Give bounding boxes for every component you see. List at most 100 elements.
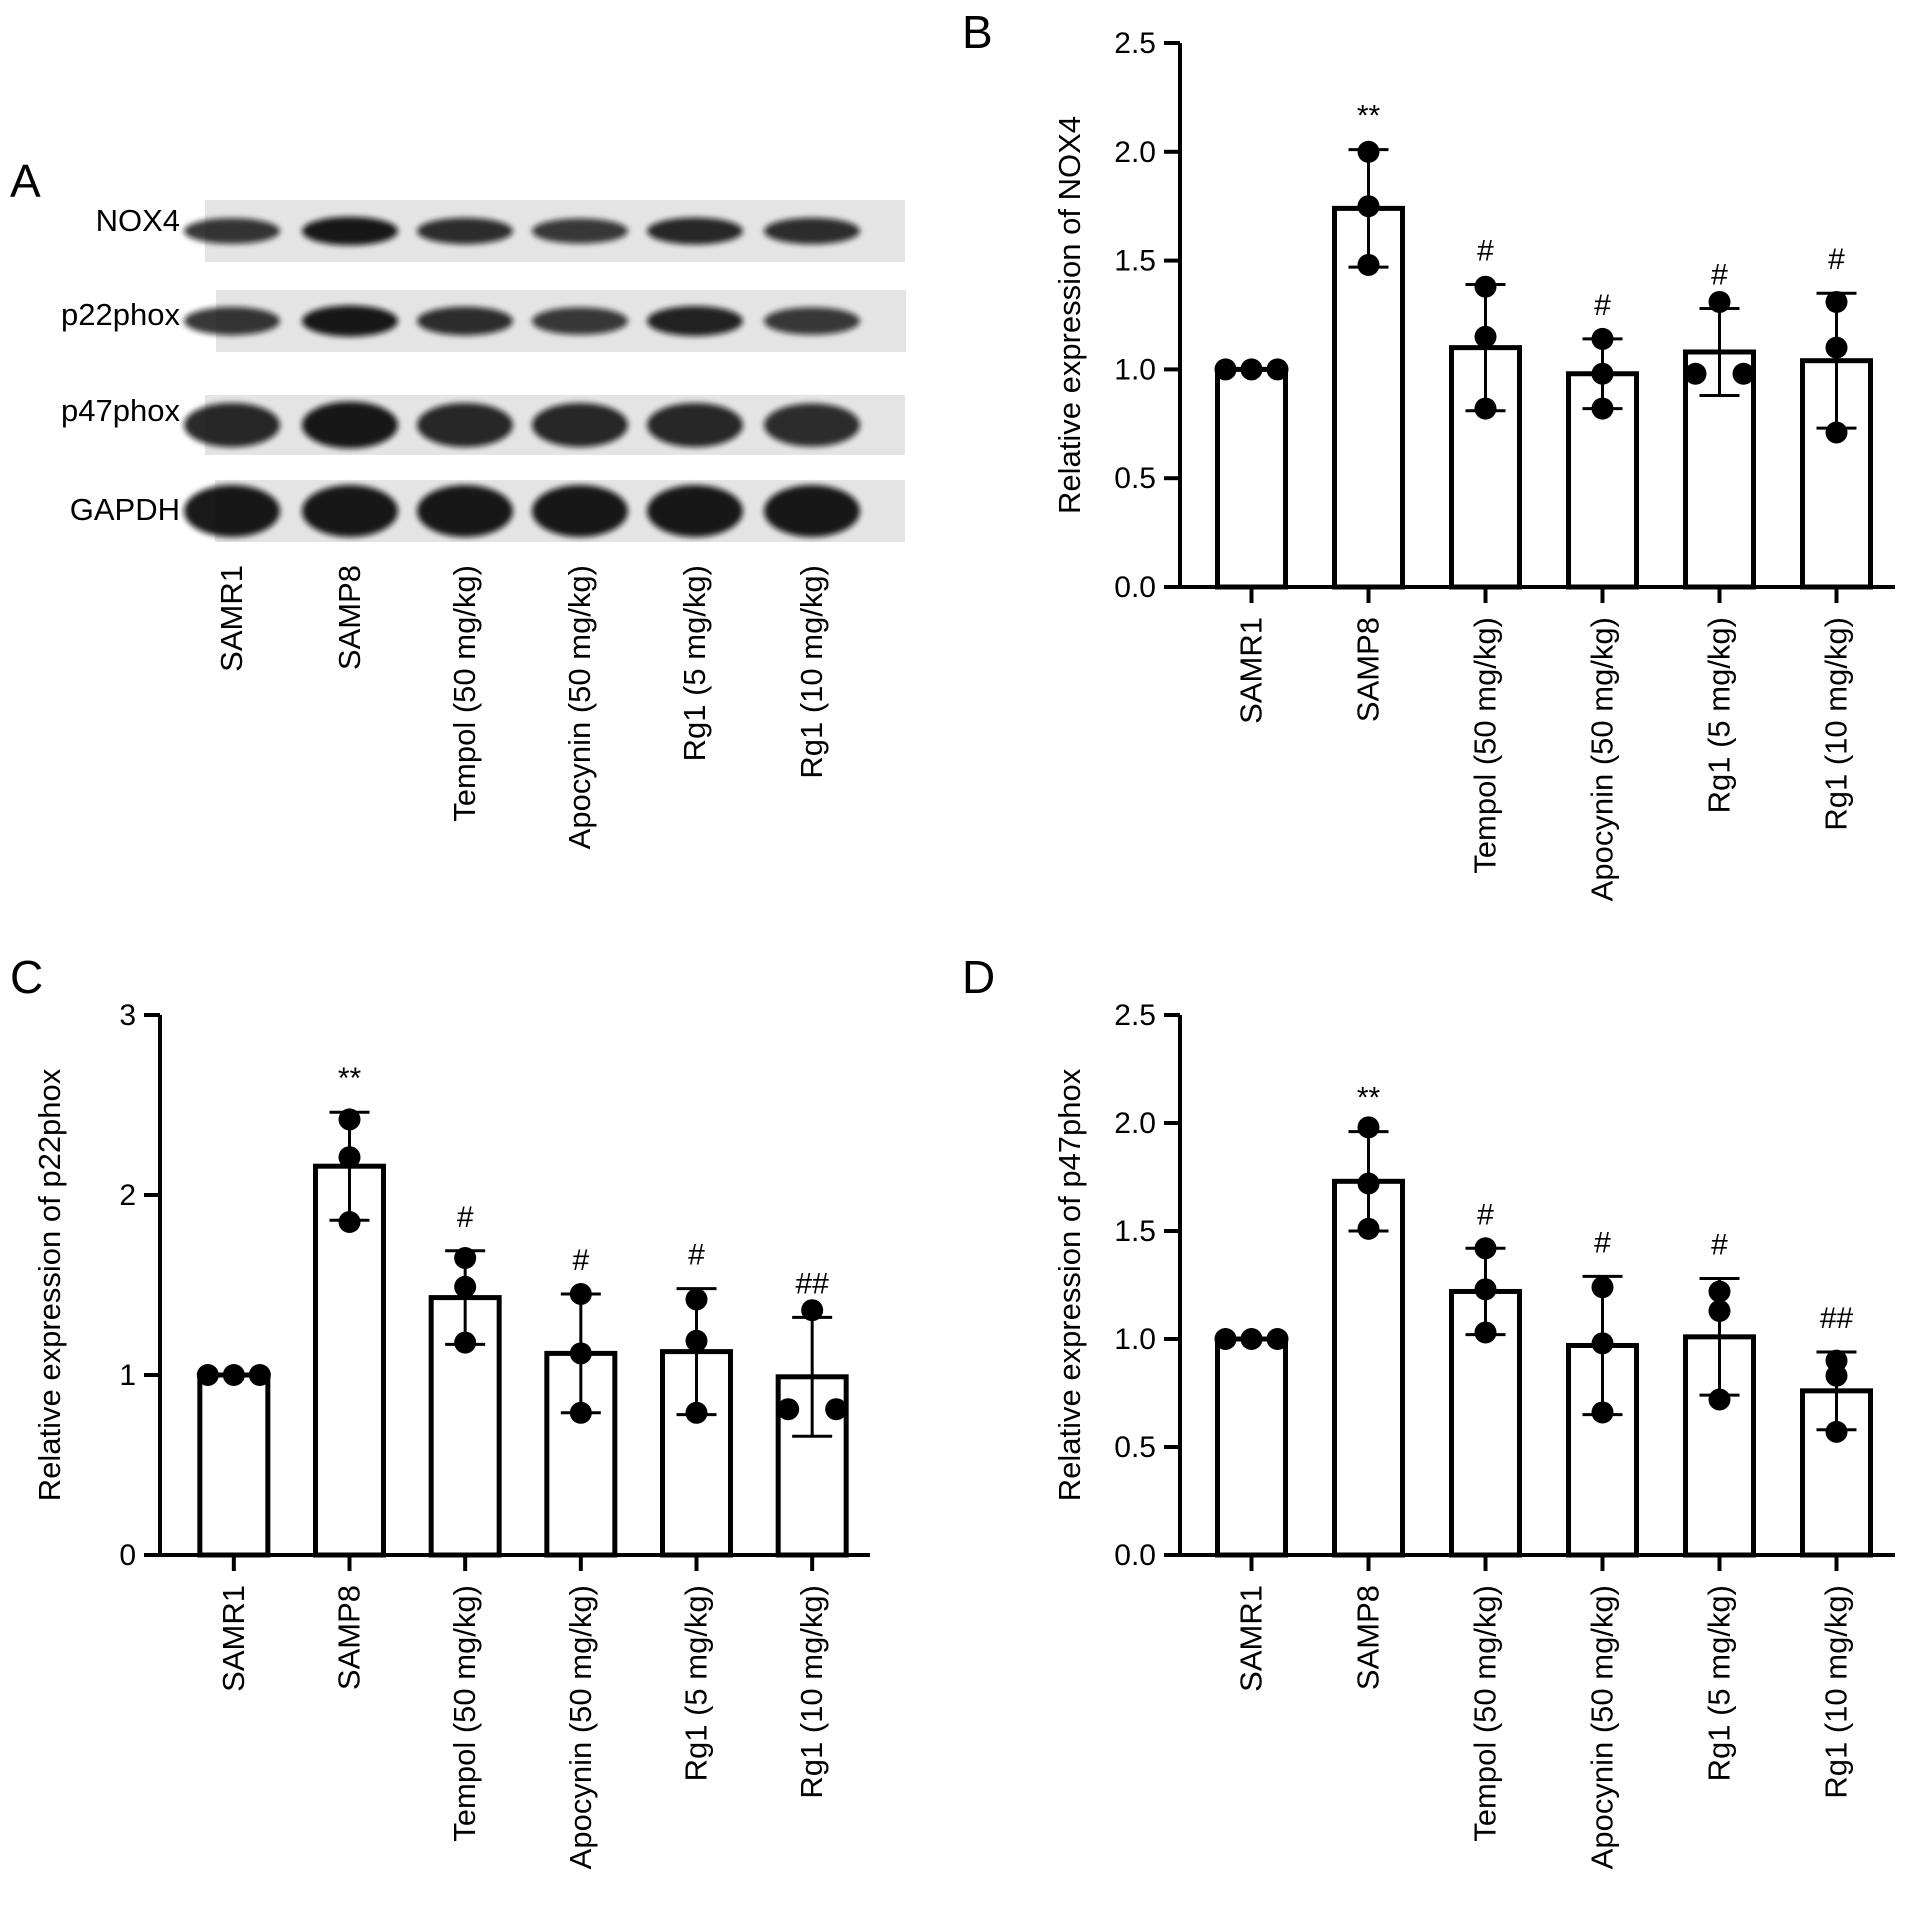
blot-band: [184, 402, 280, 448]
data-point: [1708, 290, 1731, 313]
data-point: [338, 1108, 361, 1131]
bar-chart-p47phox: 0.0 0.5 1.0 1.5 2.0 2.5 Relative expression of…: [1052, 999, 1895, 1869]
data-point: [1708, 1299, 1731, 1322]
data-point: [1240, 358, 1263, 381]
blot-band: [647, 217, 743, 245]
blot-band: [764, 403, 860, 447]
data-point: [685, 1329, 708, 1352]
data-point: [1357, 140, 1380, 163]
blot-band: [417, 217, 513, 245]
y-tick-label: 2: [119, 1179, 136, 1212]
blot-band: [302, 401, 398, 449]
bar: [1215, 1336, 1288, 1558]
y-tick-label: 0.0: [1114, 1539, 1156, 1572]
y-tick-label: 0: [119, 1539, 136, 1572]
data-point: [1474, 275, 1497, 298]
blot-row-label: NOX4: [96, 203, 180, 238]
blot-band: [764, 485, 860, 537]
data-point: [1825, 336, 1848, 359]
panel-label-b: B: [962, 6, 993, 58]
data-point: [454, 1275, 477, 1298]
data-point: [825, 1398, 848, 1421]
data-point: [1684, 362, 1707, 385]
data-point: [777, 1398, 800, 1421]
data-point: [1474, 397, 1497, 420]
data-point: [1266, 358, 1289, 381]
blot-band: [764, 307, 860, 335]
panel-label-d: D: [962, 951, 995, 1003]
blot-band: [532, 485, 628, 537]
blot-band: [532, 218, 628, 244]
blot-lane-label: Tempol (50 mg/kg): [447, 565, 482, 822]
x-category-label: Tempol (50 mg/kg): [1468, 1585, 1503, 1842]
y-tick-label: 1.0: [1114, 1323, 1156, 1356]
data-point: [685, 1288, 708, 1311]
data-point: [1825, 421, 1848, 444]
data-point: [685, 1401, 708, 1424]
x-category-label: Rg1 (5 mg/kg): [1702, 1585, 1737, 1781]
blot-band: [647, 402, 743, 448]
blot-band: [302, 305, 398, 337]
significance-label: #: [1477, 235, 1494, 268]
y-tick-label: 1.5: [1114, 1215, 1156, 1248]
data-point: [454, 1247, 477, 1269]
data-point: [569, 1283, 592, 1305]
y-tick-label: 2.0: [1114, 136, 1156, 169]
x-category-label: Rg1 (10 mg/kg): [1819, 617, 1854, 831]
data-point: [1825, 1349, 1848, 1372]
data-point: [1266, 1328, 1289, 1350]
significance-label: #: [1594, 1226, 1611, 1259]
data-point: [1591, 362, 1614, 385]
significance-label: #: [688, 1239, 705, 1272]
western-blot: NOX4 p22phox p47phox GAPDH SAMR1 SAMP8 Tempol …: [61, 200, 906, 849]
blot-band: [417, 306, 513, 336]
data-point: [1708, 1388, 1731, 1411]
data-point: [1214, 1328, 1237, 1350]
x-category-label: SAMP8: [1351, 617, 1386, 722]
data-point: [196, 1364, 219, 1386]
blot-band: [764, 217, 860, 245]
significance-label: #: [1828, 243, 1845, 276]
bar: [1683, 1334, 1756, 1558]
significance-label: #: [572, 1244, 589, 1277]
y-tick-label: 0.5: [1114, 1431, 1156, 1464]
y-tick-label: 3: [119, 999, 136, 1032]
y-tick-label: 0.5: [1114, 462, 1156, 495]
x-category-label: Tempol (50 mg/kg): [1468, 617, 1503, 874]
blot-band: [417, 402, 513, 448]
data-point: [1474, 1237, 1497, 1260]
data-point: [1591, 327, 1614, 350]
blot-band: [302, 216, 398, 246]
x-category-label: SAMP8: [332, 1585, 367, 1690]
data-point: [1474, 325, 1497, 348]
panel-label-c: C: [10, 951, 43, 1003]
x-category-label: Apocynin (50 mg/kg): [1585, 1585, 1620, 1869]
data-point: [1240, 1328, 1263, 1350]
data-point: [248, 1364, 271, 1386]
blot-band: [532, 402, 628, 448]
data-point: [1825, 1420, 1848, 1443]
data-point: [338, 1211, 361, 1233]
y-tick-label: 1: [119, 1359, 136, 1392]
data-point: [1357, 1116, 1380, 1139]
significance-label: **: [338, 1062, 362, 1095]
blot-lane-label: Rg1 (5 mg/kg): [677, 565, 712, 761]
significance-label: #: [1594, 289, 1611, 322]
blot-lane-label: Apocynin (50 mg/kg): [562, 565, 597, 849]
significance-label: ##: [1820, 1302, 1854, 1335]
y-axis-title: Relative expression of p47phox: [1052, 1068, 1087, 1501]
x-category-label: Tempol (50 mg/kg): [447, 1585, 482, 1842]
x-category-label: SAMR1: [216, 1585, 251, 1692]
bar-chart-nox4: 0.0 0.5 1.0 1.5 2.0 2.5 Relative expression of…: [1052, 27, 1895, 901]
x-category-label: Rg1 (10 mg/kg): [1819, 1585, 1854, 1799]
data-point: [454, 1331, 477, 1354]
significance-label: ##: [795, 1267, 829, 1300]
data-point: [222, 1364, 245, 1386]
data-point: [1825, 290, 1848, 313]
blot-lane-label: SAMR1: [214, 565, 249, 672]
y-tick-label: 2.0: [1114, 1107, 1156, 1140]
bar: [197, 1372, 271, 1558]
significance-label: #: [1711, 1229, 1728, 1262]
data-point: [1708, 1280, 1731, 1303]
